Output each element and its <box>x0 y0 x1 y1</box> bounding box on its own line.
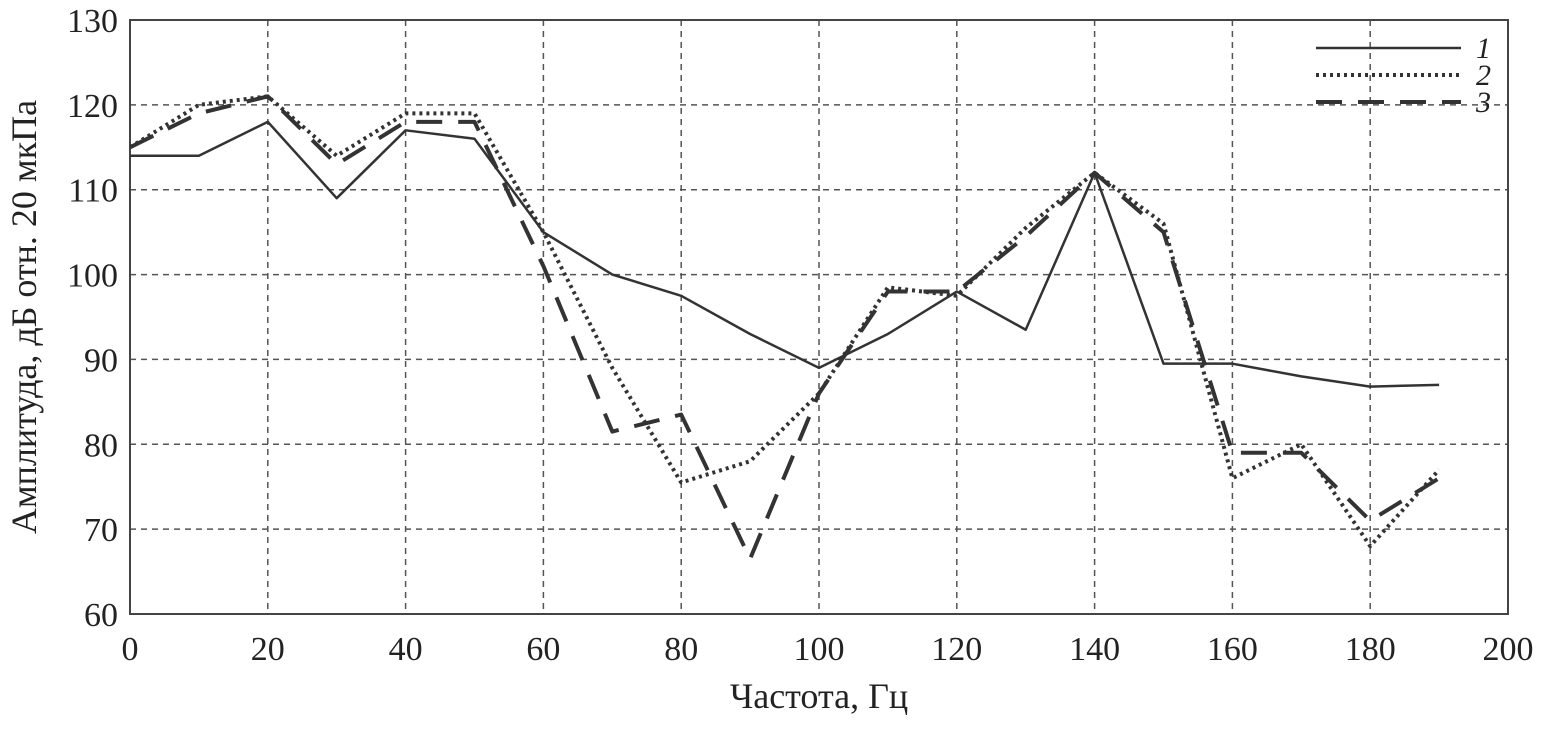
y-tick-label: 130 <box>67 3 118 40</box>
y-tick-label: 110 <box>68 173 118 210</box>
x-tick-label: 140 <box>1069 631 1120 668</box>
y-tick-label: 80 <box>84 427 118 464</box>
y-axis-label: Амплитуда, дБ отн. 20 мкПа <box>4 100 44 534</box>
legend-label: 2 <box>1476 59 1491 92</box>
series-line <box>129 94 1441 561</box>
y-tick-label: 70 <box>84 512 118 549</box>
x-tick-label: 180 <box>1345 631 1396 668</box>
x-tick-label: 0 <box>122 631 139 668</box>
series-line <box>130 120 1440 388</box>
x-tick-label: 40 <box>389 631 423 668</box>
legend-label: 1 <box>1476 32 1491 65</box>
plot-frame <box>129 19 1509 615</box>
x-tick-label: 20 <box>251 631 285 668</box>
x-tick-label: 120 <box>931 631 982 668</box>
series-line <box>128 94 1441 549</box>
x-tick-label: 160 <box>1207 631 1258 668</box>
x-tick-label: 200 <box>1483 631 1534 668</box>
legend-label: 3 <box>1475 86 1491 119</box>
x-tick-label: 60 <box>526 631 560 668</box>
x-tick-label: 80 <box>664 631 698 668</box>
y-tick-label: 90 <box>84 342 118 379</box>
y-tick-label: 60 <box>84 597 118 634</box>
y-tick-label: 120 <box>67 88 118 125</box>
y-tick-label: 100 <box>67 258 118 295</box>
x-tick-label: 100 <box>794 631 845 668</box>
x-axis-label: Частота, Гц <box>730 676 908 716</box>
